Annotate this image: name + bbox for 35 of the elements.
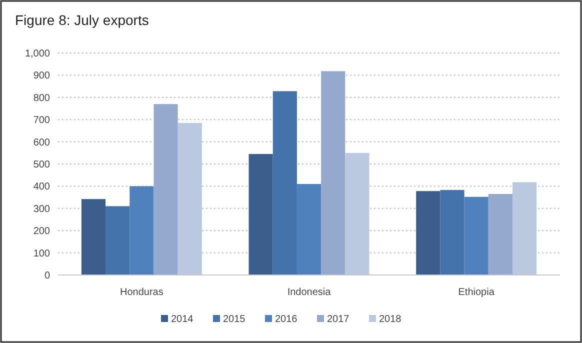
bar [512, 182, 537, 275]
y-tick-label: 300 [33, 204, 50, 215]
bar [416, 191, 440, 275]
bar [488, 194, 512, 275]
y-tick-label: 0 [44, 270, 50, 282]
y-tick-label: 400 [33, 182, 50, 193]
legend-label: 2016 [275, 314, 298, 325]
chart-title: Figure 8: July exports [15, 12, 149, 28]
bar [154, 104, 178, 275]
y-tick-label: 800 [33, 92, 50, 104]
bar [440, 190, 464, 275]
bar [106, 206, 130, 275]
bar [345, 152, 370, 275]
bar [272, 91, 297, 275]
bar [321, 71, 346, 275]
y-tick-label: 1,000 [24, 48, 50, 60]
x-tick-label: Ethiopia [458, 287, 495, 298]
y-tick-label: 900 [33, 70, 50, 82]
y-tick-label: 200 [33, 226, 50, 238]
y-tick-label: 600 [33, 137, 50, 148]
y-tick-label: 700 [33, 115, 50, 126]
bar [130, 186, 154, 275]
x-tick-label: Indonesia [287, 287, 332, 298]
bar [248, 154, 273, 275]
legend-label: 2015 [223, 314, 246, 325]
y-tick-label: 100 [33, 248, 50, 260]
legend-label: 2017 [327, 314, 350, 325]
bar [81, 199, 106, 275]
bar [464, 196, 488, 275]
bar [296, 184, 322, 275]
legend-label: 2018 [379, 314, 402, 325]
bar [178, 122, 202, 275]
x-tick-label: Honduras [120, 287, 164, 298]
y-tick-label: 500 [33, 160, 50, 170]
legend-label: 2014 [171, 314, 194, 325]
